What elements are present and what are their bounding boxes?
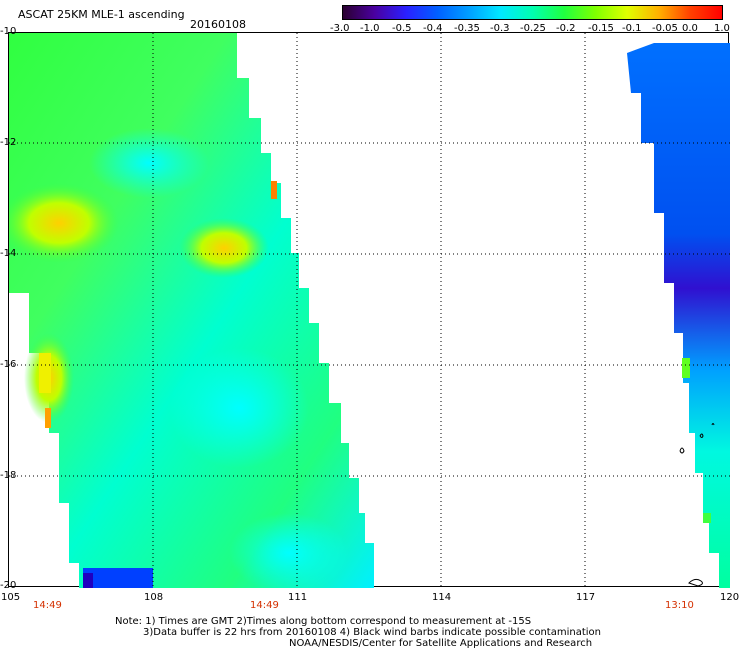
right-swath: [627, 43, 730, 588]
time-label: 14:49: [250, 600, 279, 611]
colorbar-label: -0.4: [423, 23, 443, 34]
y-tick-label: -16: [0, 359, 17, 370]
colorbar-label: -3.0: [330, 23, 350, 34]
y-tick-label: -18: [0, 470, 17, 481]
y-tick-label: -10: [0, 26, 17, 37]
x-tick-label: 120: [720, 592, 740, 603]
x-tick-label: 108: [144, 592, 164, 603]
note-line: Note: 1) Times are GMT 2)Times along bot…: [115, 616, 532, 627]
colorbar-label: 1.0: [714, 23, 730, 34]
colorbar-label: 0.0: [682, 23, 698, 34]
chart-title: ASCAT 25KM MLE-1 ascending: [18, 8, 185, 21]
x-tick-label: 111: [288, 592, 308, 603]
y-tick-label: -12: [0, 137, 17, 148]
notes: Note: 1) Times are GMT 2)Times along bot…: [115, 616, 601, 649]
map-svg: [9, 33, 730, 588]
colorbar: [342, 5, 723, 20]
colorbar-label: -0.3: [490, 23, 510, 34]
map-area: [8, 32, 730, 588]
colorbar-labels: -3.0 -1.0 -0.5 -0.4 -0.35 -0.3 -0.25 -0.…: [330, 23, 740, 35]
colorbar-label: -0.5: [392, 23, 412, 34]
colorbar-label: -0.35: [454, 23, 480, 34]
time-label: 13:10: [665, 600, 694, 611]
x-tick-label: 117: [576, 592, 596, 603]
y-tick-label: -14: [0, 248, 17, 259]
colorbar-label: -0.15: [588, 23, 614, 34]
chart-date: 20160108: [190, 18, 246, 31]
colorbar-label: -1.0: [360, 23, 380, 34]
x-tick-label: 105: [1, 592, 21, 603]
time-label: 14:49: [33, 600, 62, 611]
coastline: [679, 423, 715, 587]
colorbar-label: -0.1: [622, 23, 642, 34]
note-line: 3)Data buffer is 22 hrs from 20160108 4)…: [143, 627, 601, 638]
note-line: NOAA/NESDIS/Center for Satellite Applica…: [289, 638, 593, 649]
colorbar-label: -0.2: [556, 23, 576, 34]
left-swath: [9, 33, 374, 588]
colorbar-label: -0.25: [520, 23, 546, 34]
grid-lines: [9, 33, 730, 588]
colorbar-label: -0.05: [652, 23, 678, 34]
y-tick-label: -20: [0, 580, 17, 591]
x-tick-label: 114: [432, 592, 452, 603]
